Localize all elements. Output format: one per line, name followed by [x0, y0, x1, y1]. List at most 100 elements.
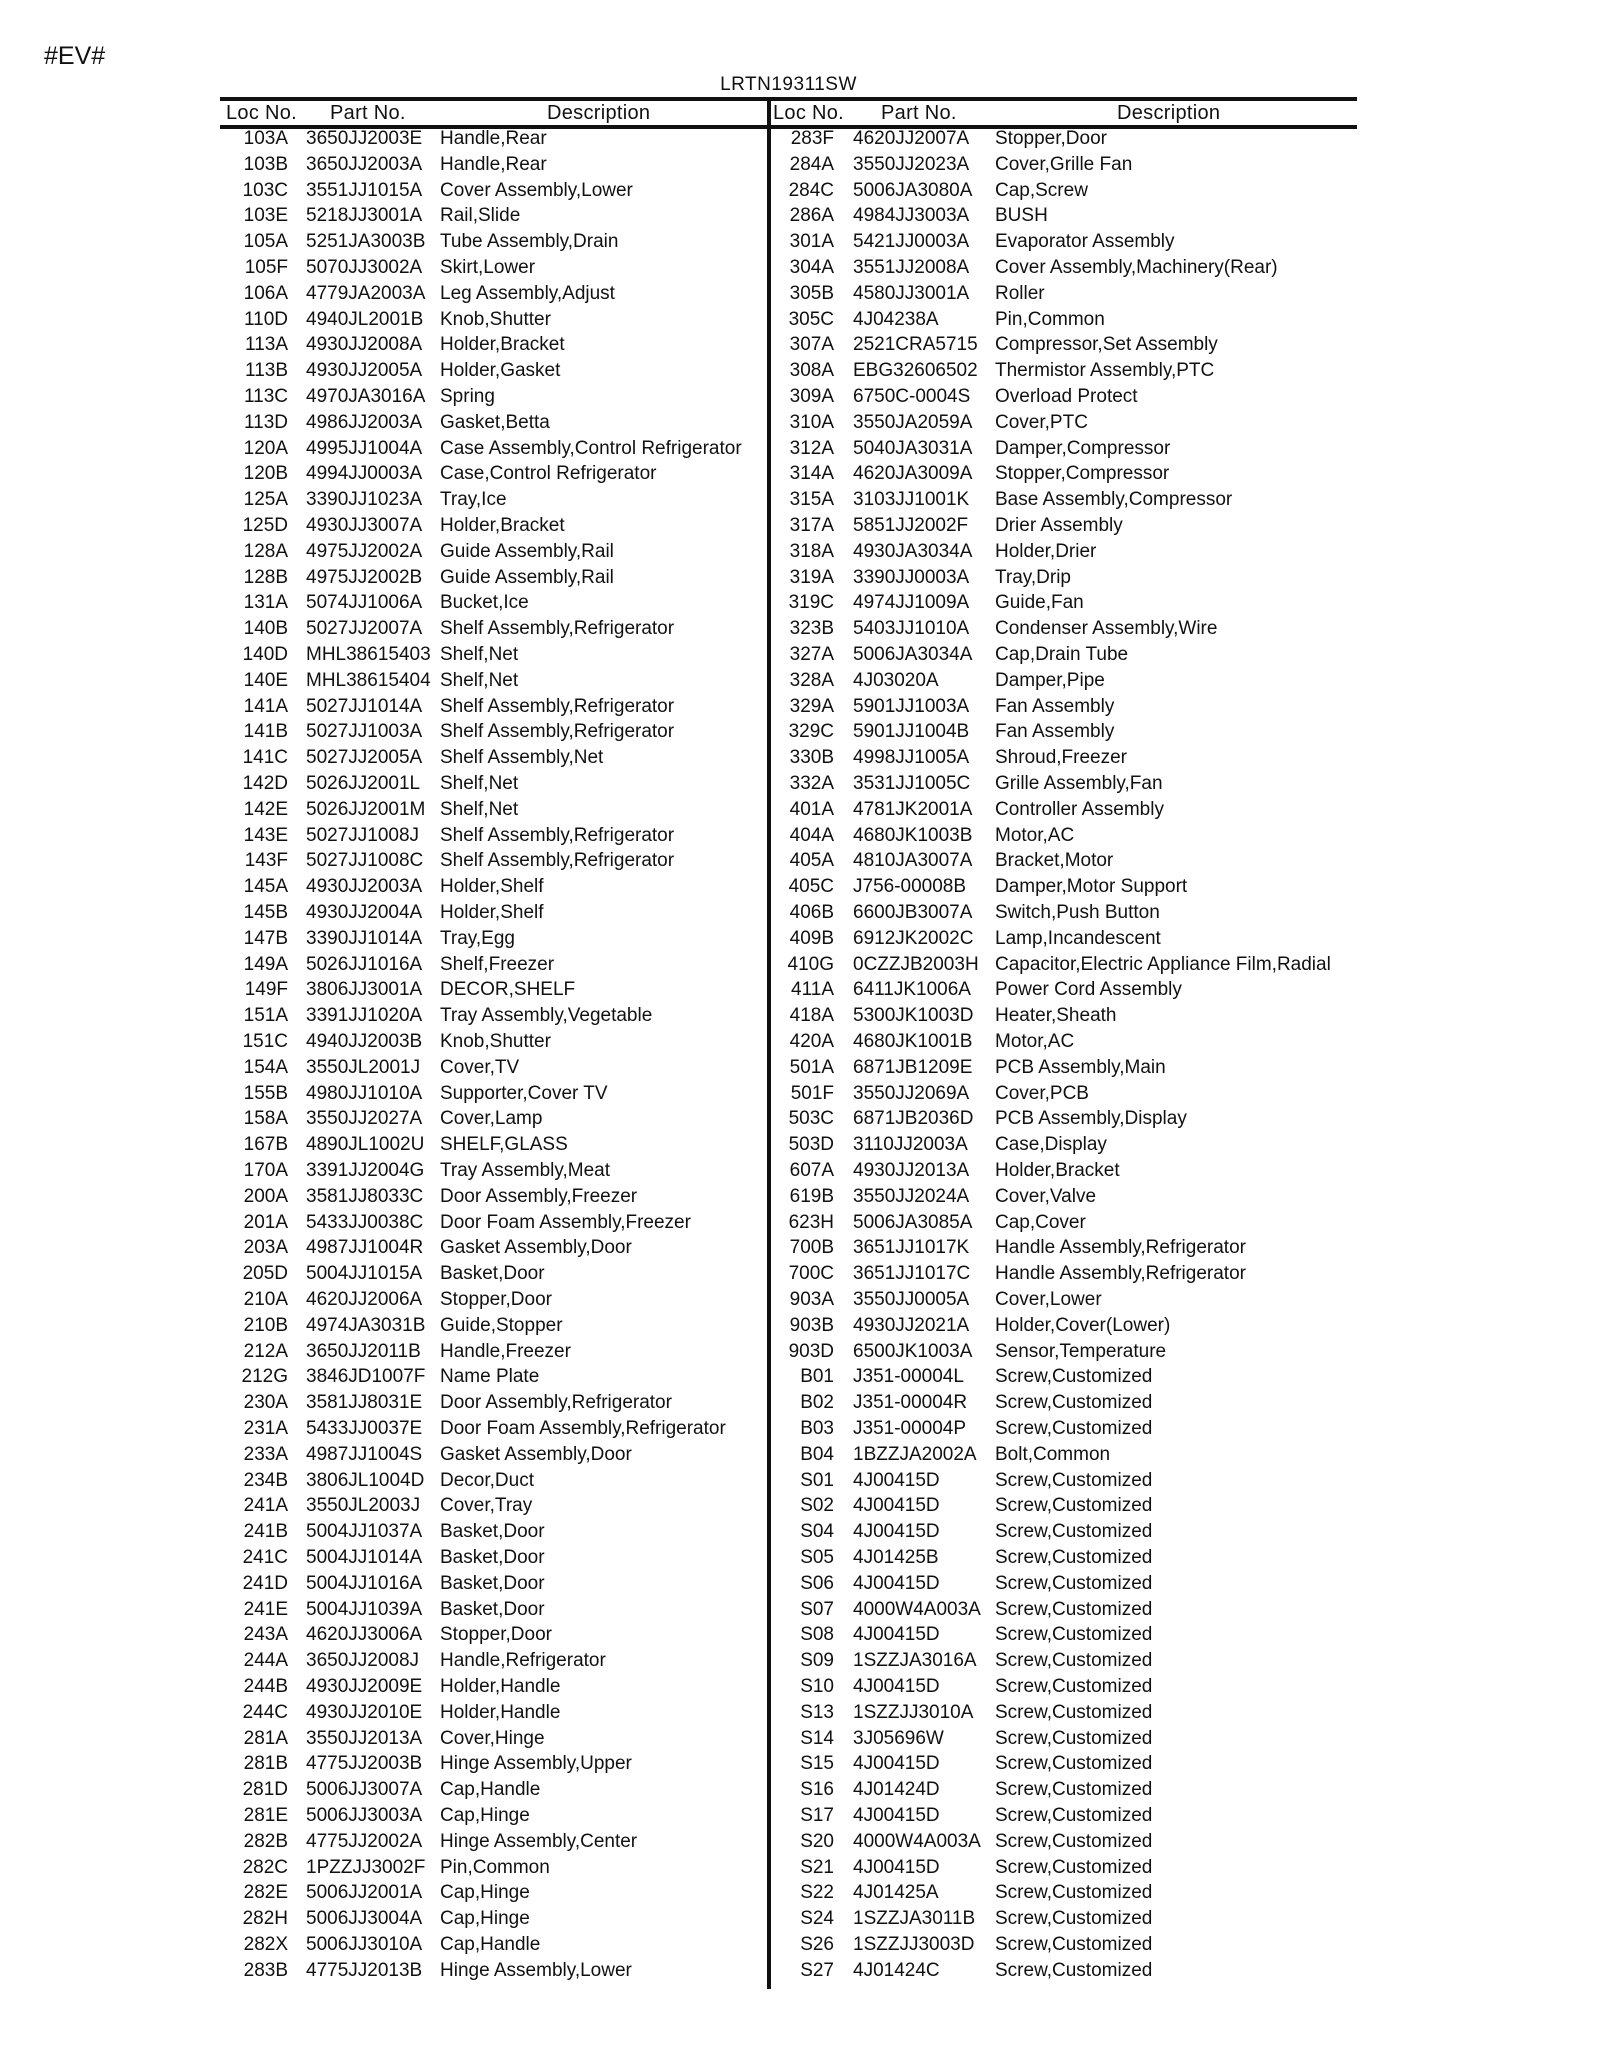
description-cell: Hinge Assembly,Upper	[440, 1753, 632, 1775]
loc-cell: 501A	[789, 1056, 834, 1078]
loc-cell: 241C	[242, 1547, 288, 1568]
header-loc-left: Loc No.	[226, 102, 298, 124]
part-no-cell: 4930JJ2013A	[853, 1160, 970, 1181]
part-no-cell: 3650JJ2003A	[306, 153, 423, 175]
description-cell: Thermistor Assembly,PTC	[995, 360, 1215, 382]
part-no-cell: 5027JJ2007A	[306, 618, 423, 640]
part-no-cell: 2521CRA5715	[853, 334, 978, 356]
loc-cell: 282H	[242, 1908, 288, 1930]
loc-cell: S14	[800, 1727, 834, 1749]
part-no-cell: 3390JJ0003A	[853, 566, 970, 588]
description-cell: Leg Assembly,Adjust	[440, 282, 615, 304]
description-cell: Bolt,Common	[995, 1443, 1111, 1465]
description-cell: Holder,Shelf	[440, 902, 544, 923]
part-no-cell: 1SZZJJ3010A	[853, 1701, 974, 1723]
loc-cell: S13	[800, 1701, 834, 1723]
description-cell: Capacitor,Electric Appliance Film,Radial	[995, 953, 1331, 975]
loc-cell: 241A	[243, 1495, 288, 1517]
loc-cell: S15	[800, 1753, 834, 1775]
description-cell: Pin,Common	[440, 1856, 550, 1878]
loc-cell: 233A	[243, 1443, 288, 1465]
part-no-cell: 3581JJ8033C	[306, 1185, 424, 1207]
loc-cell: 318A	[789, 540, 834, 562]
part-no-cell: 5421JJ0003A	[853, 231, 970, 253]
description-cell: Holder,Handle	[440, 1701, 561, 1723]
description-cell: Tray,Egg	[440, 927, 515, 949]
description-cell: Case,Display	[995, 1134, 1107, 1156]
part-no-cell: 6750C-0004S	[853, 386, 971, 407]
description-cell: Door Assembly,Refrigerator	[440, 1392, 672, 1414]
description-cell: Basket,Door	[440, 1598, 545, 1620]
description-cell: Shelf Assembly,Refrigerator	[440, 850, 675, 872]
description-cell: Fan Assembly	[995, 695, 1115, 717]
description-cell: Case Assembly,Control Refrigerator	[440, 437, 742, 459]
description-cell: Stopper,Door	[440, 1289, 552, 1310]
description-cell: Screw,Customized	[995, 1572, 1153, 1594]
part-no-cell: 4620JJ2006A	[306, 1289, 423, 1310]
loc-cell: B03	[800, 1418, 834, 1439]
loc-cell: 401A	[789, 798, 834, 820]
loc-cell: 623H	[788, 1211, 834, 1233]
description-cell: Door Assembly,Freezer	[440, 1185, 638, 1207]
description-cell: Holder,Handle	[440, 1676, 561, 1697]
description-cell: Handle,Rear	[440, 128, 547, 149]
header-desc-right: Description	[1117, 102, 1221, 124]
description-cell: Cover,Lamp	[440, 1108, 543, 1130]
part-no-cell: 4580JJ3001A	[853, 282, 970, 304]
part-no-cell: 4930JJ3007A	[306, 515, 423, 536]
description-cell: Basket,Door	[440, 1572, 545, 1594]
loc-cell: 103E	[243, 205, 288, 227]
loc-cell: 106A	[243, 282, 288, 304]
part-no-cell: 5006JA3034A	[853, 644, 973, 665]
description-cell: Controller Assembly	[995, 798, 1164, 820]
description-cell: Shelf Assembly,Refrigerator	[440, 721, 675, 743]
loc-cell: 410G	[787, 953, 834, 975]
description-cell: Drier Assembly	[995, 515, 1123, 536]
description-cell: PCB Assembly,Display	[995, 1108, 1187, 1130]
loc-cell: B04	[800, 1443, 834, 1465]
loc-cell: 420A	[789, 1031, 834, 1052]
description-cell: Tube Assembly,Drain	[440, 231, 619, 253]
part-no-cell: EBG32606502	[853, 360, 978, 382]
part-no-cell: 5004JJ1037A	[306, 1521, 423, 1543]
part-no-cell: 6411JK1006A	[853, 979, 971, 1001]
part-no-cell: 4J00415D	[853, 1676, 940, 1697]
loc-cell: S21	[800, 1856, 834, 1878]
description-cell: Screw,Customized	[995, 1701, 1153, 1723]
part-no-cell: 4930JJ2004A	[306, 902, 423, 923]
part-no-cell: 3390JJ1023A	[306, 489, 423, 511]
part-no-cell: 3110JJ2003A	[853, 1134, 968, 1156]
description-cell: Holder,Bracket	[440, 515, 565, 536]
description-cell: Tray Assembly,Meat	[440, 1160, 610, 1181]
loc-cell: S26	[800, 1934, 834, 1955]
part-no-cell: 4J01424C	[853, 1959, 940, 1981]
loc-cell: S02	[800, 1495, 834, 1517]
description-cell: Stopper,Door	[440, 1624, 552, 1646]
part-no-cell: 4J00415D	[853, 1805, 940, 1826]
part-no-cell: 4984JJ3003A	[853, 205, 970, 227]
description-cell: SHELF,GLASS	[440, 1134, 568, 1156]
description-cell: Motor,AC	[995, 1031, 1075, 1052]
loc-cell: 501F	[790, 1082, 834, 1104]
description-cell: Door Foam Assembly,Freezer	[440, 1211, 691, 1233]
part-no-cell: 4998JJ1005A	[853, 747, 970, 769]
loc-cell: 418A	[789, 1005, 834, 1027]
description-cell: Cover,PTC	[995, 411, 1088, 433]
part-no-cell: 1SZZJA3016A	[853, 1650, 977, 1672]
description-cell: Cap,Hinge	[440, 1805, 530, 1826]
description-cell: Shelf Assembly,Refrigerator	[440, 695, 675, 717]
loc-cell: S27	[800, 1959, 834, 1981]
loc-cell: 903D	[788, 1340, 834, 1362]
part-no-cell: 3650JJ2008J	[306, 1650, 420, 1672]
part-no-cell: 3550JJ2069A	[853, 1082, 970, 1104]
part-no-cell: 4986JJ2003A	[306, 411, 423, 433]
part-no-cell: 3846JD1007F	[306, 1366, 426, 1388]
loc-cell: 244B	[243, 1676, 288, 1697]
loc-cell: 113B	[245, 360, 288, 382]
part-no-cell: 5027JJ1014A	[306, 695, 423, 717]
description-cell: Compressor,Set Assembly	[995, 334, 1218, 356]
part-no-cell: 3550JJ2027A	[306, 1108, 423, 1130]
description-cell: Holder,Drier	[995, 540, 1097, 562]
description-cell: Case,Control Refrigerator	[440, 463, 657, 485]
part-no-cell: 5006JJ2001A	[306, 1882, 423, 1904]
